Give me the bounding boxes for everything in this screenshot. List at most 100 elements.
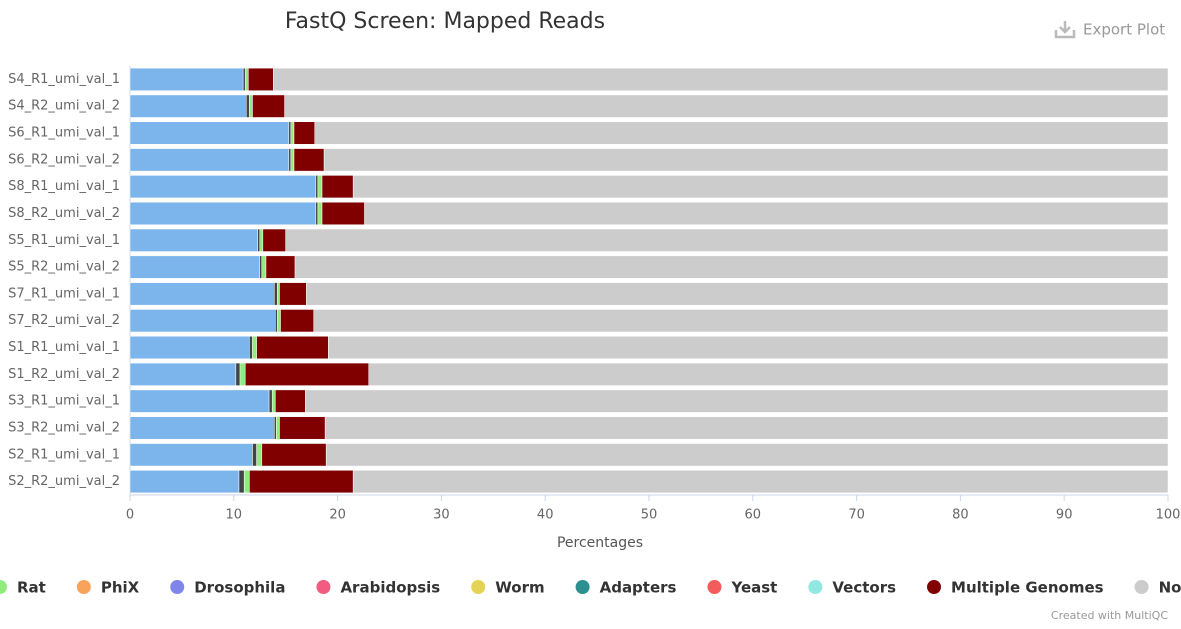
y-tick-label: S1_R2_umi_val_2 bbox=[8, 367, 120, 382]
legend-item[interactable]: Rat bbox=[0, 579, 46, 597]
bar-segment bbox=[265, 255, 296, 279]
export-button[interactable]: Export Plot bbox=[1054, 21, 1165, 39]
legend-item[interactable]: PhiX bbox=[76, 579, 140, 597]
bar-segment bbox=[256, 336, 329, 360]
legend-item[interactable]: Drosophila bbox=[170, 579, 285, 597]
legend-item[interactable]: Yeast bbox=[707, 579, 777, 597]
x-tick-label: 50 bbox=[641, 508, 658, 523]
bar-segment bbox=[368, 362, 1169, 386]
bar-segment bbox=[239, 362, 246, 386]
bar-segment bbox=[249, 336, 253, 360]
legend-label[interactable]: Worm bbox=[495, 579, 544, 597]
y-tick-label: S7_R1_umi_val_1 bbox=[8, 286, 120, 301]
bar-segment bbox=[364, 201, 1169, 225]
legend-label[interactable]: Arabidopsis bbox=[340, 579, 440, 597]
legend-label[interactable]: PhiX bbox=[101, 579, 140, 597]
bar-segment bbox=[129, 175, 317, 199]
bar-segment bbox=[315, 175, 319, 199]
bar-segment bbox=[280, 309, 314, 333]
bar-segment bbox=[244, 362, 369, 386]
x-tick-label: 70 bbox=[848, 508, 865, 523]
bar-segment bbox=[325, 443, 1169, 467]
legend-label[interactable]: Rat bbox=[17, 579, 46, 597]
bar-segment bbox=[129, 148, 290, 172]
bar-segment bbox=[129, 443, 253, 467]
bar-segment bbox=[252, 336, 257, 360]
legend-item[interactable]: Arabidopsis bbox=[316, 579, 440, 597]
credit: Created with MultiQC bbox=[1051, 609, 1168, 622]
y-tick-label: S2_R2_umi_val_2 bbox=[8, 474, 120, 489]
y-tick-label: S1_R1_umi_val_1 bbox=[8, 340, 120, 355]
bar-segment bbox=[305, 389, 1169, 413]
bar-segment bbox=[235, 362, 241, 386]
y-tick-label: S4_R2_umi_val_2 bbox=[8, 99, 120, 114]
bar-segment bbox=[252, 94, 285, 118]
legend-item[interactable]: Multiple Genomes bbox=[927, 579, 1104, 597]
y-tick-label: S3_R1_umi_val_1 bbox=[8, 394, 120, 409]
x-tick-label: 30 bbox=[433, 508, 450, 523]
legend-item[interactable]: Worm bbox=[471, 579, 545, 597]
bar-segment bbox=[129, 309, 276, 333]
legend-marker bbox=[0, 580, 7, 594]
bar-segment bbox=[294, 255, 1169, 279]
bar-segment bbox=[262, 228, 286, 252]
bar-segment bbox=[256, 443, 263, 467]
legend-label[interactable]: No hits bbox=[1159, 579, 1181, 597]
legend-item[interactable]: No hits bbox=[1134, 579, 1181, 597]
legend-marker bbox=[170, 580, 185, 594]
bar-segment bbox=[249, 470, 354, 494]
bar-segment bbox=[129, 389, 270, 413]
y-tick-label: S3_R2_umi_val_2 bbox=[8, 420, 120, 435]
legend-marker bbox=[1134, 580, 1149, 594]
bar-segment bbox=[323, 148, 1169, 172]
bar-segment bbox=[129, 416, 275, 440]
y-tick-label: S6_R2_umi_val_2 bbox=[8, 152, 120, 167]
bar-segment bbox=[306, 282, 1169, 306]
legend-item[interactable]: Adapters bbox=[575, 579, 677, 597]
bar-segment bbox=[129, 255, 260, 279]
y-tick-label: S8_R2_umi_val_2 bbox=[8, 206, 120, 221]
bar-segment bbox=[246, 94, 250, 118]
bar-segment bbox=[352, 470, 1169, 494]
bar-segment bbox=[259, 255, 263, 279]
bar-segment bbox=[271, 389, 276, 413]
bar-segment bbox=[129, 282, 275, 306]
export-label[interactable]: Export Plot bbox=[1083, 21, 1165, 39]
legend-label[interactable]: Drosophila bbox=[194, 579, 285, 597]
y-tick-label: S2_R1_umi_val_1 bbox=[8, 447, 120, 462]
legend-label[interactable]: Adapters bbox=[600, 579, 677, 597]
legend-label[interactable]: Vectors bbox=[832, 579, 896, 597]
bar-segment bbox=[129, 362, 237, 386]
legend-label[interactable]: Multiple Genomes bbox=[951, 579, 1104, 597]
bar-segment bbox=[249, 94, 253, 118]
y-tick-label: S8_R1_umi_val_1 bbox=[8, 179, 120, 194]
legend-label[interactable]: Yeast bbox=[730, 579, 777, 597]
bar-segment bbox=[279, 416, 326, 440]
bar-segment bbox=[129, 94, 247, 118]
legend-marker bbox=[927, 580, 942, 594]
export-icon bbox=[1054, 21, 1076, 39]
legend-marker bbox=[707, 580, 722, 594]
bar-segment bbox=[261, 443, 327, 467]
x-tick-label: 60 bbox=[745, 508, 762, 523]
legend-marker bbox=[808, 580, 823, 594]
bar-segment bbox=[248, 67, 274, 91]
bar-segment bbox=[313, 309, 1169, 333]
x-axis-label: Percentages bbox=[557, 535, 643, 551]
legend-marker bbox=[316, 580, 331, 594]
legend-item[interactable]: Vectors bbox=[808, 579, 896, 597]
x-tick-label: 100 bbox=[1156, 508, 1181, 523]
bar-segment bbox=[259, 228, 264, 252]
bar-segment bbox=[324, 416, 1169, 440]
bar-segment bbox=[314, 121, 1169, 145]
legend-marker bbox=[76, 580, 91, 594]
bar-segment bbox=[277, 309, 281, 333]
y-tick-label: S5_R2_umi_val_2 bbox=[8, 260, 120, 275]
bar-segment bbox=[277, 282, 280, 306]
bar-segment bbox=[293, 148, 325, 172]
bar-segment bbox=[328, 336, 1169, 360]
bar-segment bbox=[129, 67, 244, 91]
bar-segment bbox=[274, 416, 277, 440]
bar-segment bbox=[129, 228, 258, 252]
